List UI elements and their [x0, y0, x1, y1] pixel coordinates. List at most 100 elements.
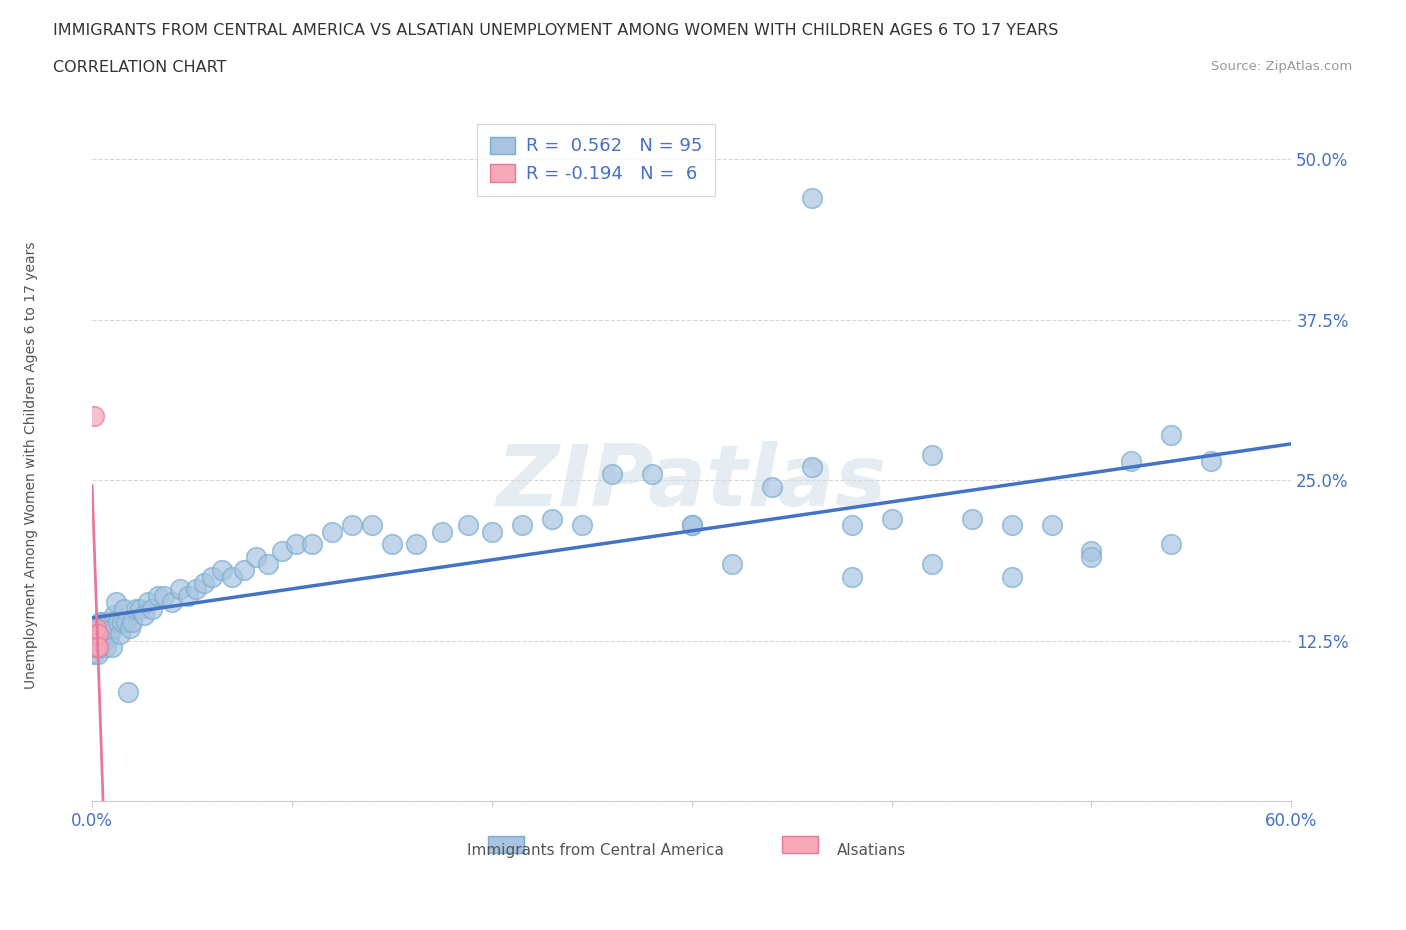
Point	[98, 614, 121, 629]
Point	[921, 447, 943, 462]
Point	[457, 518, 479, 533]
Point	[1000, 518, 1022, 533]
Point	[600, 467, 623, 482]
Point	[93, 627, 115, 642]
Point	[160, 595, 183, 610]
Point	[510, 518, 533, 533]
Point	[301, 537, 323, 551]
Point	[97, 614, 120, 629]
Point	[96, 620, 118, 635]
Point	[120, 620, 142, 635]
Point	[1080, 550, 1102, 565]
Point	[321, 525, 343, 539]
Point	[87, 620, 110, 635]
Text: Unemployment Among Women with Children Ages 6 to 17 years: Unemployment Among Women with Children A…	[24, 241, 38, 689]
Point	[115, 614, 138, 629]
Point	[136, 595, 159, 610]
Point	[83, 646, 105, 661]
Point	[720, 556, 742, 571]
Point	[89, 627, 111, 642]
Point	[169, 582, 191, 597]
Point	[245, 550, 267, 565]
Point	[184, 582, 207, 597]
Text: Alsatians: Alsatians	[837, 843, 907, 857]
Point	[91, 627, 114, 642]
Bar	[782, 836, 818, 853]
Point	[153, 589, 176, 604]
Point	[257, 556, 280, 571]
Point	[800, 460, 823, 475]
Point	[201, 569, 224, 584]
Point	[540, 512, 562, 526]
Point	[93, 614, 115, 629]
Point	[97, 627, 120, 642]
Point	[340, 518, 363, 533]
Point	[83, 633, 105, 648]
Point	[800, 191, 823, 206]
Point	[84, 633, 107, 648]
Point	[84, 620, 107, 635]
Point	[98, 627, 121, 642]
Point	[91, 620, 114, 635]
Point	[481, 525, 503, 539]
Point	[87, 640, 110, 655]
Point	[134, 607, 156, 622]
Point	[83, 408, 105, 423]
Point	[430, 525, 453, 539]
Point	[96, 627, 118, 642]
Point	[1000, 569, 1022, 584]
Point	[880, 512, 903, 526]
Point	[271, 543, 294, 558]
Text: IMMIGRANTS FROM CENTRAL AMERICA VS ALSATIAN UNEMPLOYMENT AMONG WOMEN WITH CHILDR: IMMIGRANTS FROM CENTRAL AMERICA VS ALSAT…	[53, 23, 1059, 38]
Point	[1121, 454, 1143, 469]
Point	[93, 633, 115, 648]
Point	[89, 640, 111, 655]
Point	[117, 684, 139, 699]
Point	[1160, 537, 1182, 551]
Text: Source: ZipAtlas.com: Source: ZipAtlas.com	[1212, 60, 1353, 73]
Point	[89, 614, 111, 629]
Point	[84, 640, 107, 655]
Point	[87, 646, 110, 661]
Point	[681, 518, 703, 533]
Point	[84, 640, 107, 655]
Point	[101, 620, 124, 635]
Point	[211, 563, 233, 578]
Point	[83, 627, 105, 642]
Point	[641, 467, 664, 482]
Point	[96, 640, 118, 655]
Point	[841, 518, 863, 533]
Point	[841, 569, 863, 584]
Text: ZIPatlas: ZIPatlas	[496, 441, 887, 524]
Point	[107, 614, 129, 629]
Point	[1160, 428, 1182, 443]
Point	[111, 614, 134, 629]
Point	[285, 537, 308, 551]
Point	[1040, 518, 1063, 533]
Point	[87, 627, 110, 642]
Point	[571, 518, 593, 533]
Point	[83, 627, 105, 642]
Point	[108, 627, 131, 642]
Point	[112, 601, 135, 616]
Point	[84, 620, 107, 635]
Point	[125, 601, 148, 616]
Point	[105, 595, 128, 610]
Text: CORRELATION CHART: CORRELATION CHART	[53, 60, 226, 75]
Bar	[488, 836, 524, 853]
Point	[761, 479, 783, 494]
Point	[921, 556, 943, 571]
Text: Immigrants from Central America: Immigrants from Central America	[467, 843, 724, 857]
Point	[91, 633, 114, 648]
Legend: R =  0.562   N = 95, R = -0.194   N =  6: R = 0.562 N = 95, R = -0.194 N = 6	[477, 124, 714, 196]
Point	[101, 640, 124, 655]
Point	[121, 614, 143, 629]
Point	[87, 627, 110, 642]
Point	[87, 633, 110, 648]
Point	[960, 512, 983, 526]
Point	[1201, 454, 1223, 469]
Point	[221, 569, 243, 584]
Point	[193, 576, 215, 591]
Point	[405, 537, 427, 551]
Point	[381, 537, 404, 551]
